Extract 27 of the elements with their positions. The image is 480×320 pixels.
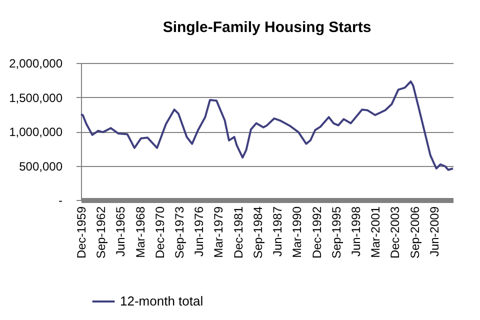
y-tick-label: 1,500,000 [9,90,63,105]
x-tick-label: Sep-1973 [172,206,187,259]
x-tick-label: Jun-2009 [427,206,442,257]
y-tick-label: - [58,194,62,208]
legend-label: 12-month total [120,294,204,308]
x-tick-label: Jun-1998 [349,206,364,257]
x-tick-label: Sep-2006 [408,206,422,259]
x-tick-label: Dec-1992 [310,206,324,259]
x-tick-label: Sep-1995 [329,206,344,259]
x-tick-label: Jun-1976 [192,206,206,257]
x-tick-label: Dec-1970 [152,206,167,259]
x-tick-label: Mar-2001 [368,206,383,258]
x-tick-label: Sep-1984 [251,206,265,259]
y-tick-label: 2,000,000 [9,56,63,70]
x-tick-label: Dec-2003 [388,206,402,259]
x-tick-label: Jun-1987 [270,206,285,257]
x-tick-label: Dec-1981 [231,206,246,259]
x-tick-label: Jun-1965 [114,206,128,257]
x-tick-label: Mar-1979 [212,206,226,258]
x-tick-label: Mar-1968 [133,206,148,258]
y-tick-label: 500,000 [19,159,63,174]
x-tick-label: Dec-1959 [74,206,88,259]
chart-title: Single-Family Housing Starts [162,19,372,36]
x-tick-label: Mar-1990 [290,206,304,258]
line-series [80,80,454,171]
y-tick-label: 1,000,000 [9,125,63,139]
x-tick-label: Sep-1962 [94,206,108,259]
